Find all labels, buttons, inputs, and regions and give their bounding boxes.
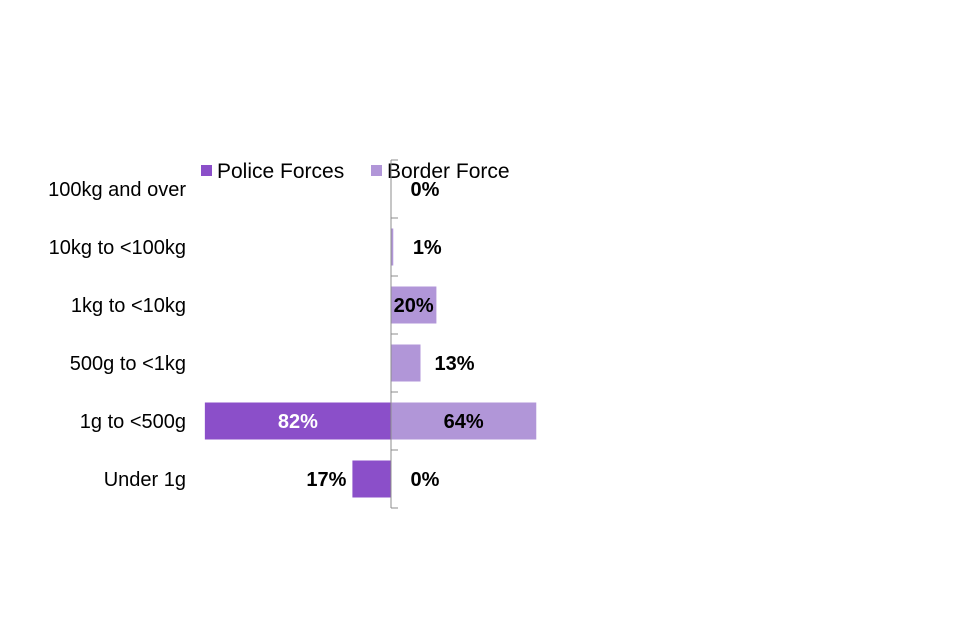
bars [204,228,537,498]
value-label: 64% [444,411,484,433]
category-label: 100kg and over [48,179,186,201]
category-label: 500g to <1kg [70,353,186,375]
value-label: 17% [306,469,346,491]
value-label: 82% [278,411,318,433]
category-label: 1g to <500g [80,411,186,433]
legend-swatch-border-force [371,165,382,176]
bar-border-force [391,228,394,266]
value-label: 13% [434,353,474,375]
axis [390,159,398,509]
value-labels: 0% 1% 20% 13% 82% 64% 17% 0% [278,179,484,491]
bar-border-force [391,402,537,440]
value-label: 0% [411,469,440,491]
legend-label-police-forces: Police Forces [217,160,344,183]
bar-police-forces [204,402,391,440]
value-label: 0% [411,179,440,201]
value-label: 20% [394,295,434,317]
bar-police-forces [352,460,391,498]
legend: Police Forces Border Force [201,160,510,183]
category-labels: 100kg and over 10kg to <100kg 1kg to <10kg… [48,179,186,491]
legend-swatch-police-forces [201,165,212,176]
legend-label-border-force: Border Force [387,160,510,183]
category-label: 1kg to <10kg [71,295,186,317]
value-label: 1% [413,237,442,259]
bar-border-force [391,344,421,382]
category-label: 10kg to <100kg [49,237,186,259]
category-label: Under 1g [104,469,186,491]
bar-border-force [391,286,437,324]
